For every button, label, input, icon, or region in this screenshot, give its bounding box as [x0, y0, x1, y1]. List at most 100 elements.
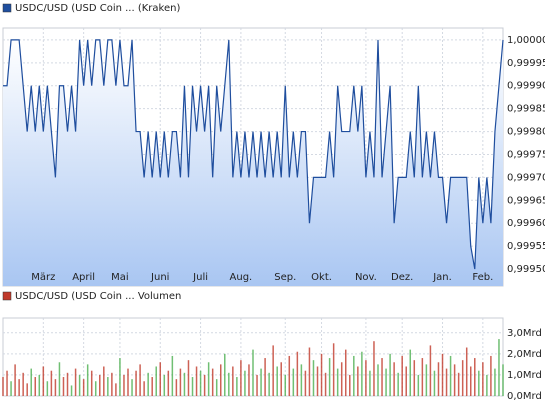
volume-bar — [441, 353, 444, 396]
x-tick-label: Mai — [111, 272, 129, 283]
volume-bar — [203, 374, 206, 396]
volume-bar — [94, 381, 97, 396]
x-tick-label: Nov. — [355, 272, 377, 283]
volume-bar — [494, 368, 496, 396]
volume-bar — [179, 368, 182, 396]
volume-bar — [385, 368, 387, 396]
y-tick-label: 0,99965 — [507, 195, 545, 206]
volume-bar — [461, 360, 464, 396]
volume-bar — [498, 339, 500, 396]
x-tick-label: März — [31, 272, 55, 283]
volume-bar — [107, 377, 109, 396]
volume-bar — [413, 360, 416, 396]
volume-bar — [38, 374, 41, 396]
x-tick-label: Feb. — [472, 272, 493, 283]
volume-bar — [349, 374, 351, 396]
volume-bar — [469, 366, 472, 396]
volume-bar — [244, 370, 246, 396]
x-tick-label: April — [72, 272, 95, 283]
volume-bar — [316, 366, 319, 396]
volume-bar — [421, 358, 424, 396]
volume-bar — [191, 377, 194, 396]
volume-bar — [280, 362, 282, 396]
y-tick-label: 2,0Mrd — [507, 349, 542, 360]
y-tick-label: 0,99975 — [507, 149, 545, 160]
y-tick-label: 0,99985 — [507, 104, 545, 115]
volume-bar — [369, 370, 371, 396]
volume-bar — [292, 368, 295, 396]
y-tick-label: 1,0Mrd — [507, 370, 542, 381]
legend-label: USDC/USD (USD Coin ... (Kraken) — [15, 3, 180, 14]
volume-bar — [320, 353, 323, 396]
x-tick-label: Aug. — [230, 272, 253, 283]
volume-bar — [482, 362, 484, 396]
volume-bar — [199, 370, 202, 396]
volume-bar — [123, 374, 125, 396]
volume-bar — [50, 370, 53, 396]
volume-bar — [457, 372, 460, 396]
volume-bar — [490, 355, 492, 396]
volume-bar — [14, 364, 16, 396]
y-tick-label: 0,99990 — [507, 81, 545, 92]
volume-bar — [99, 374, 101, 396]
volume-bar — [147, 372, 149, 396]
volume-bar — [78, 374, 81, 396]
volume-bar — [340, 362, 343, 396]
volume-bar — [401, 355, 403, 396]
legend-swatch — [2, 291, 12, 301]
volume-bar — [453, 364, 456, 396]
volume-bar — [74, 368, 77, 396]
volume-bar — [276, 366, 278, 396]
volume-bar — [425, 364, 428, 396]
volume-bar — [240, 360, 242, 396]
volume-bar — [103, 366, 105, 396]
volume-bar — [308, 347, 311, 396]
volume-bar — [86, 364, 89, 396]
volume-bar — [417, 374, 420, 396]
volume-bar — [127, 368, 129, 396]
volume-bar — [465, 347, 468, 396]
y-tick-label: 0,99950 — [507, 264, 545, 275]
volume-bar — [437, 362, 440, 396]
y-tick-label: 3,0Mrd — [507, 328, 542, 339]
x-tick-label: Okt. — [311, 272, 332, 283]
volume-bar — [30, 368, 32, 396]
volume-bar — [332, 343, 335, 396]
volume-bar — [328, 358, 331, 396]
volume-bar — [336, 368, 339, 396]
volume-bar — [324, 372, 327, 396]
volume-bar — [312, 360, 315, 396]
volume-bar — [228, 372, 230, 396]
volume-bar — [143, 381, 145, 396]
volume-bar — [389, 353, 391, 396]
volume-bar — [232, 366, 234, 396]
x-tick-label: Juni — [150, 272, 169, 283]
volume-bar — [474, 358, 476, 396]
volume-bar — [256, 374, 258, 396]
y-tick-label: 1,00000 — [507, 35, 545, 46]
volume-bar — [365, 360, 367, 396]
legend-swatch — [2, 3, 12, 13]
volume-bar — [429, 345, 432, 396]
volume-bar — [486, 374, 488, 396]
volume-bar — [288, 355, 291, 396]
volume-bar — [175, 379, 178, 396]
volume-bar — [357, 366, 359, 396]
volume-bar — [195, 366, 198, 396]
volume-bar — [82, 379, 85, 396]
legend-label: USDC/USD (USD Coin ... Volumen — [15, 291, 181, 302]
volume-bar — [90, 370, 93, 396]
volume-bar — [115, 383, 117, 396]
volume-bar — [381, 358, 383, 396]
volume-bar — [449, 355, 452, 396]
volume-bar — [58, 362, 61, 396]
y-tick-label: 0,99960 — [507, 218, 545, 229]
volume-bar — [2, 377, 4, 396]
volume-bar — [135, 370, 137, 396]
volume-bar — [502, 364, 504, 396]
volume-bar — [377, 364, 379, 396]
y-tick-label: 0,99995 — [507, 58, 545, 69]
volume-bar — [42, 366, 45, 396]
volume-bar — [296, 351, 299, 396]
